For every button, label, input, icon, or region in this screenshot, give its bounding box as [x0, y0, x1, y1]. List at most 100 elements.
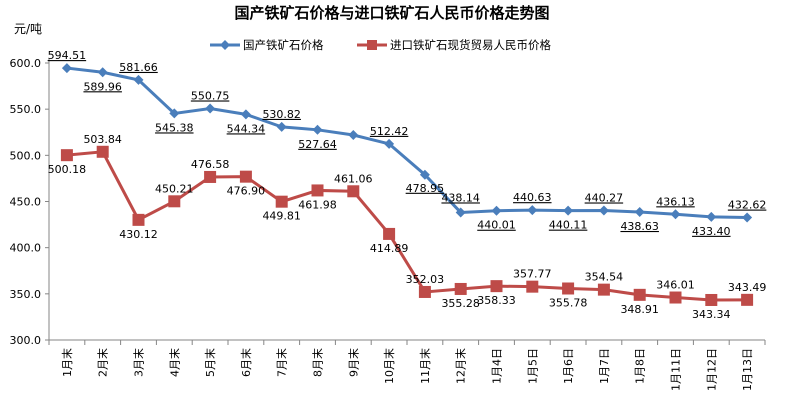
- data-point-domestic: [598, 205, 609, 216]
- data-label: 348.91: [620, 303, 659, 316]
- data-label: 512.42: [370, 125, 409, 138]
- x-tick-label: 5月末: [203, 348, 217, 377]
- legend-label-domestic: 国产铁矿石价格: [243, 38, 324, 52]
- data-label: 440.27: [585, 191, 624, 204]
- x-tick-label: 1月11日: [670, 348, 683, 391]
- data-point-imported: [383, 227, 396, 240]
- data-point-domestic: [205, 103, 216, 114]
- x-tick-label: 1月8日: [634, 348, 647, 384]
- data-label: 343.49: [728, 281, 767, 294]
- data-point-domestic: [312, 124, 323, 135]
- data-label: 438.14: [441, 191, 480, 204]
- data-point-imported: [705, 293, 718, 306]
- x-tick-label: 1月13日: [741, 348, 754, 391]
- x-tick-label: 9月末: [346, 348, 360, 377]
- data-point-imported: [633, 288, 646, 301]
- data-point-imported: [562, 282, 575, 295]
- data-label: 545.38: [155, 121, 194, 134]
- legend-marker-imported: [367, 40, 377, 50]
- y-tick-label: 550.0: [10, 103, 42, 116]
- legend-label-imported: 进口铁矿石现货贸易人民币价格: [390, 38, 551, 52]
- data-point-domestic: [527, 205, 538, 216]
- data-label: 450.21: [155, 182, 194, 195]
- legend-marker-domestic: [220, 40, 230, 50]
- data-point-domestic: [491, 205, 502, 216]
- data-label: 432.62: [728, 199, 767, 212]
- data-point-imported: [418, 285, 431, 298]
- data-point-imported: [311, 184, 324, 197]
- x-tick-label: 12月末: [454, 348, 468, 384]
- data-label: 478.95: [406, 182, 445, 195]
- data-point-domestic: [563, 205, 574, 216]
- y-tick-label: 600.0: [10, 57, 42, 70]
- y-tick-label: 450.0: [10, 196, 42, 209]
- data-label: 343.34: [692, 308, 731, 321]
- data-point-domestic: [419, 169, 430, 180]
- data-point-imported: [454, 282, 467, 295]
- data-label: 357.77: [513, 268, 552, 281]
- data-label: 352.03: [406, 273, 445, 286]
- data-point-domestic: [670, 209, 681, 220]
- y-tick-label: 400.0: [10, 242, 42, 255]
- data-point-imported: [239, 170, 252, 183]
- y-tick-label: 500.0: [10, 149, 42, 162]
- data-label: 544.34: [227, 122, 266, 135]
- series-line-0: [66, 66, 748, 220]
- data-label: 355.78: [549, 296, 588, 309]
- data-point-domestic: [133, 74, 144, 85]
- data-point-imported: [168, 195, 181, 208]
- data-point-imported: [204, 170, 217, 183]
- data-label: 430.12: [119, 228, 158, 241]
- data-label: 527.64: [298, 138, 337, 151]
- data-label: 503.84: [83, 133, 122, 146]
- data-label: 461.06: [334, 172, 373, 185]
- data-point-imported: [275, 195, 288, 208]
- data-label: 438.63: [620, 220, 659, 233]
- x-tick-label: 8月末: [311, 348, 325, 377]
- data-point-domestic: [276, 121, 287, 132]
- data-point-imported: [741, 293, 754, 306]
- data-label: 449.81: [262, 210, 301, 223]
- data-point-domestic: [97, 67, 108, 78]
- data-point-imported: [60, 149, 73, 162]
- data-label: 436.13: [656, 195, 695, 208]
- legend: 国产铁矿石价格 进口铁矿石现货贸易人民币价格: [210, 38, 551, 52]
- x-tick-label: 6月末: [239, 348, 253, 377]
- data-point-domestic: [169, 108, 180, 119]
- data-point-domestic: [61, 63, 72, 74]
- data-label: 346.01: [656, 279, 695, 292]
- x-tick-label: 1月7日: [598, 348, 611, 384]
- data-label: 594.51: [48, 49, 87, 62]
- data-point-domestic: [348, 130, 359, 141]
- data-label: 354.54: [585, 271, 624, 284]
- data-point-imported: [526, 280, 539, 293]
- data-point-domestic: [240, 109, 251, 120]
- data-point-domestic: [384, 138, 395, 149]
- data-point-imported: [132, 213, 145, 226]
- data-label: 440.63: [513, 191, 552, 204]
- x-tick-label: 11月末: [418, 348, 432, 384]
- data-label: 355.28: [441, 297, 480, 310]
- y-tick-label: 300.0: [10, 334, 42, 347]
- x-tick-label: 1月5日: [526, 348, 539, 384]
- chart-title: 国产铁矿石价格与进口铁矿石人民币价格走势图: [234, 4, 549, 22]
- data-point-domestic: [455, 207, 466, 218]
- data-label: 433.40: [692, 225, 731, 238]
- data-label: 476.58: [191, 158, 230, 171]
- data-label: 581.66: [119, 61, 158, 74]
- data-point-imported: [597, 283, 610, 296]
- data-label: 461.98: [298, 198, 337, 211]
- data-label: 550.75: [191, 89, 230, 102]
- y-axis-label: 元/吨: [14, 22, 42, 36]
- x-tick-label: 3月末: [132, 348, 146, 377]
- data-label: 500.18: [48, 163, 87, 176]
- x-tick-label: 2月末: [96, 348, 110, 377]
- data-label: 414.89: [370, 242, 409, 255]
- x-tick-label: 1月4日: [491, 348, 504, 384]
- data-point-imported: [96, 145, 109, 158]
- data-point-domestic: [634, 206, 645, 217]
- data-label: 476.90: [227, 185, 266, 198]
- data-label: 530.82: [262, 108, 301, 121]
- x-tick-label: 10月末: [382, 348, 396, 384]
